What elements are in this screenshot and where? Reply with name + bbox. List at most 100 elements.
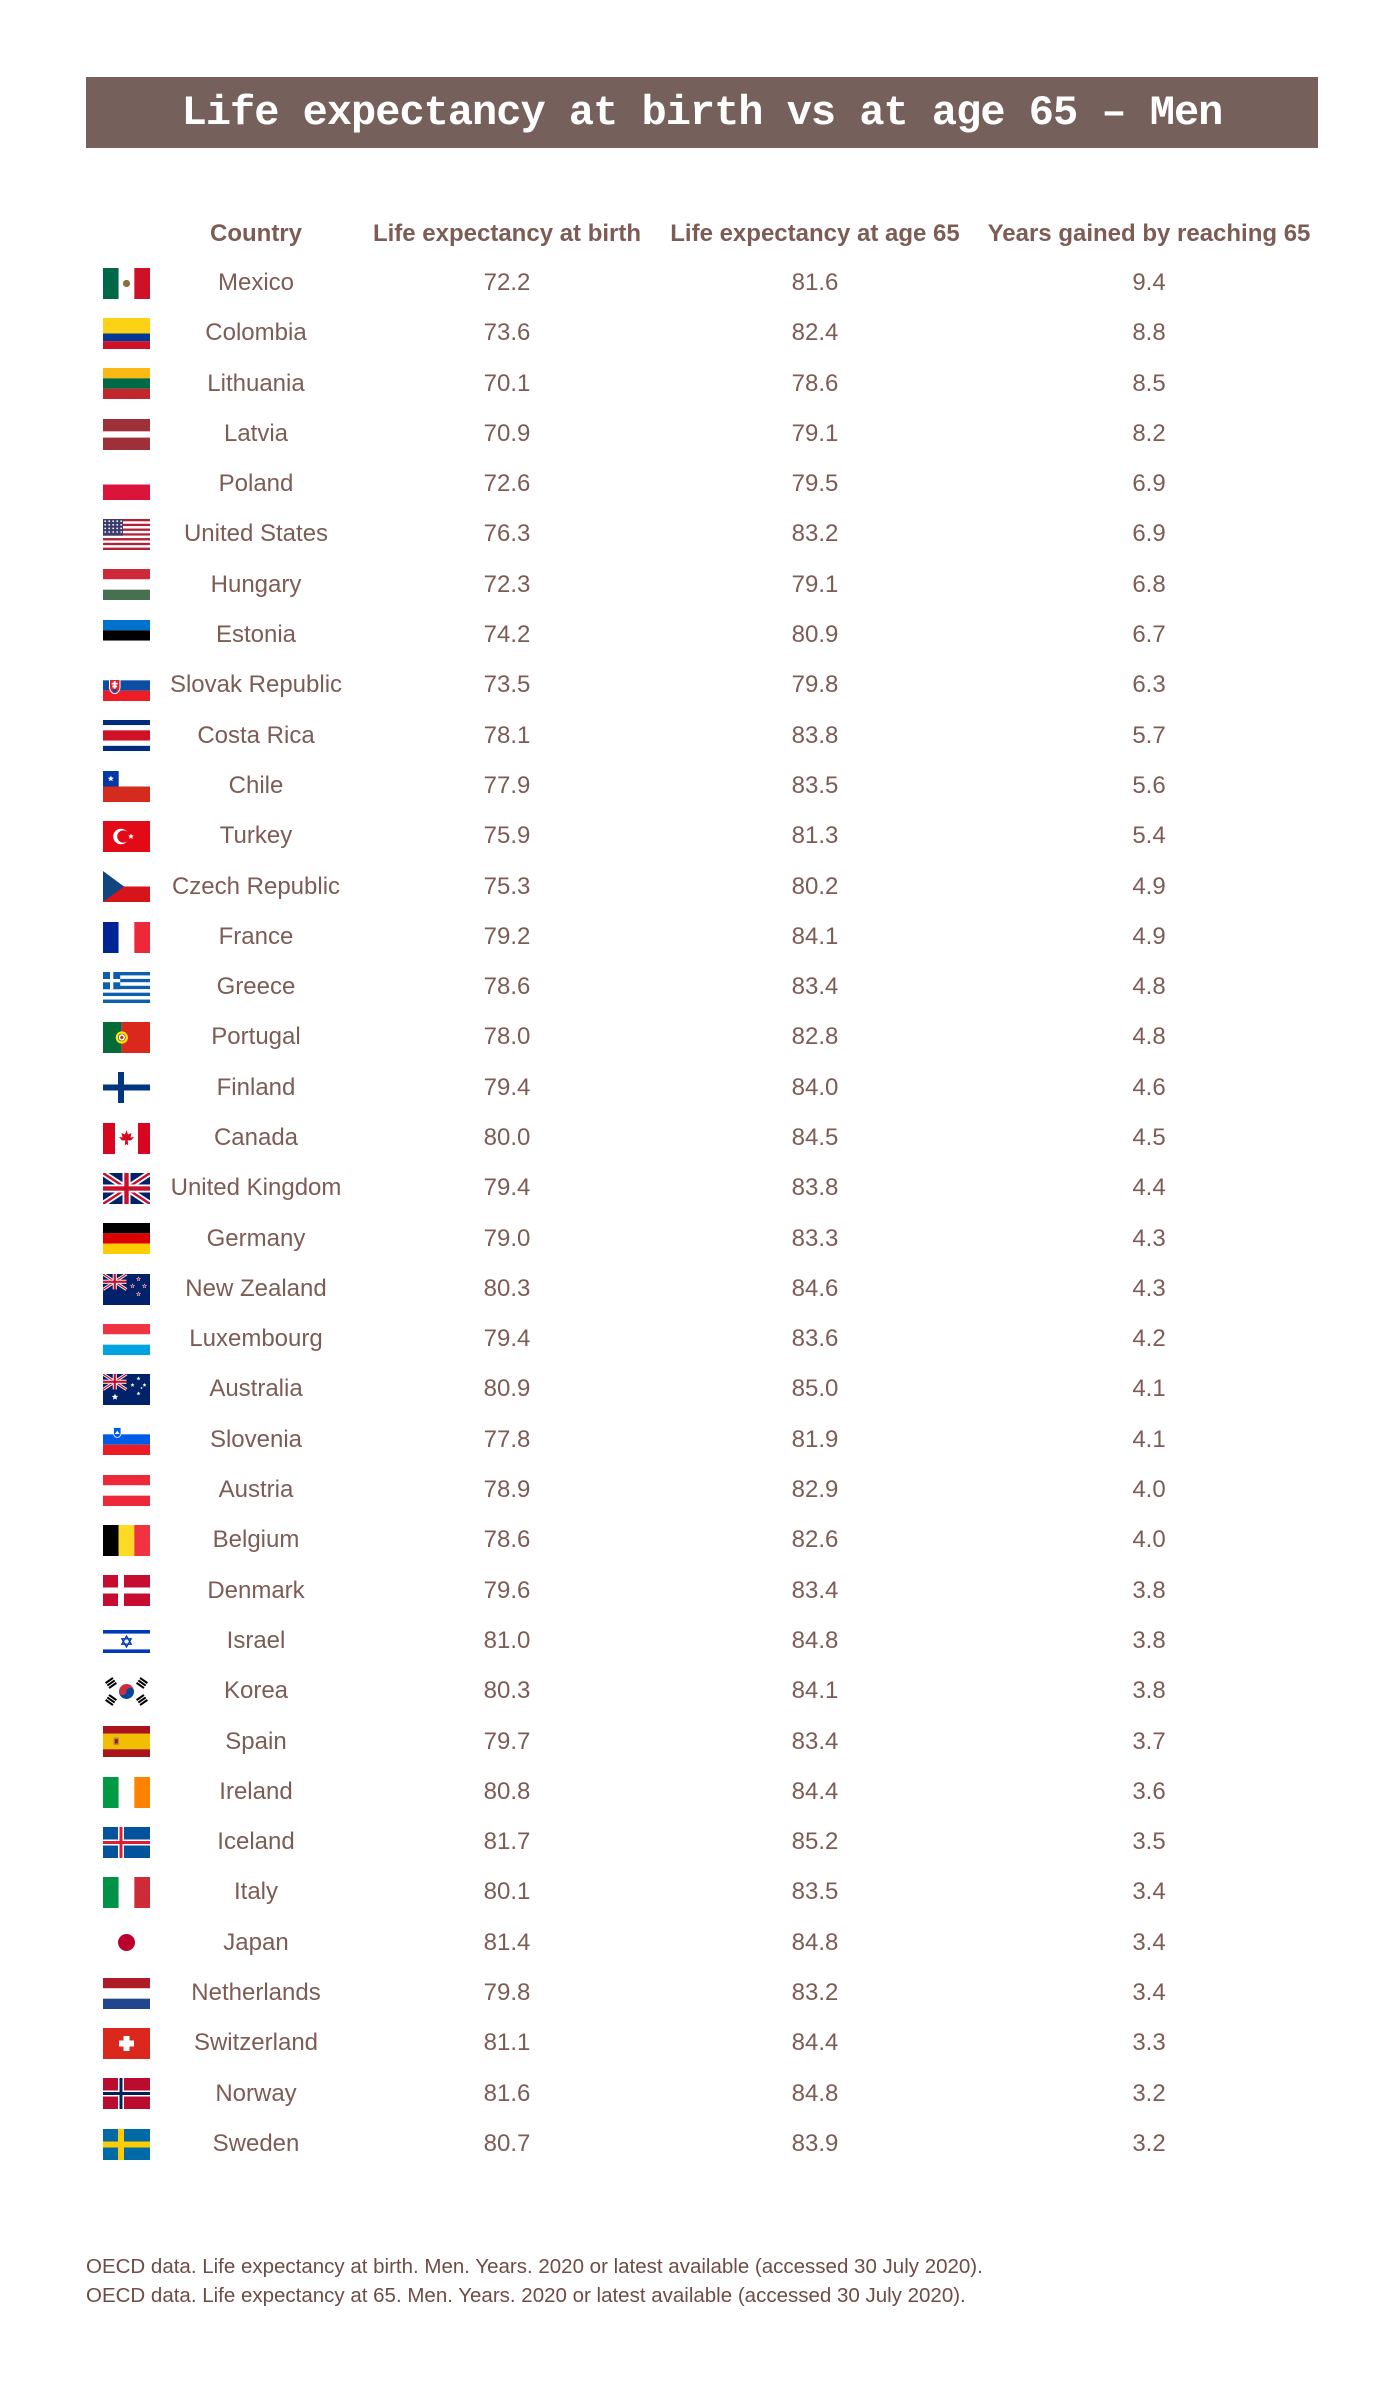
life-expectancy-birth-cell: 80.0 [483, 1124, 531, 1151]
years-gained-cell: 6.7 [1132, 621, 1166, 649]
years-gained-cell: 5.6 [1132, 771, 1166, 799]
country-name-cell: Czech Republic [171, 872, 341, 900]
years-gained-cell: 4.3 [1132, 1224, 1166, 1252]
years-gained-cell: 4.3 [1132, 1274, 1166, 1302]
country-flag-icon [103, 1323, 150, 1355]
country-flag-icon [103, 1022, 150, 1054]
table-row: Norway 81.6 84.8 3.2 [86, 2069, 1326, 2119]
country-flag-icon [103, 418, 150, 450]
country-name-cell: Sweden [212, 2129, 300, 2157]
table-row: Australia 80.9 85.0 4.1 [86, 1365, 1326, 1415]
table-row: Israel 81.0 84.8 3.8 [86, 1616, 1326, 1666]
life-expectancy-age65-cell: 84.8 [791, 2079, 839, 2107]
life-expectancy-age65-cell: 78.6 [791, 369, 839, 397]
years-gained-cell: 3.5 [1132, 1828, 1166, 1856]
life-expectancy-age65-cell: 79.1 [791, 570, 839, 598]
life-expectancy-birth-cell: 81.0 [483, 1626, 531, 1654]
table-body: Mexico 72.2 81.6 9.4 Colombia 73.6 82.4 … [86, 258, 1326, 2169]
country-name-cell: Hungary [210, 570, 302, 598]
life-expectancy-birth-cell: 79.7 [483, 1727, 531, 1755]
country-flag-icon [103, 2128, 150, 2160]
table-row: Lithuania 70.1 78.6 8.5 [86, 359, 1326, 409]
life-expectancy-age65-cell: 84.4 [791, 1777, 839, 1805]
life-expectancy-birth-cell: 79.4 [483, 1325, 531, 1353]
life-expectancy-age65-cell: 84.1 [791, 1677, 839, 1705]
country-flag-icon [103, 519, 150, 551]
years-gained-cell: 4.4 [1132, 1174, 1166, 1202]
years-gained-cell: 3.6 [1132, 1777, 1166, 1805]
country-name-cell: Denmark [207, 1576, 305, 1604]
table-row: Finland 79.4 84.0 4.6 [86, 1063, 1326, 1113]
table-row: Switzerland 81.1 84.4 3.3 [86, 2018, 1326, 2068]
life-expectancy-birth-cell: 70.1 [483, 369, 531, 397]
table-row: Mexico 72.2 81.6 9.4 [86, 258, 1326, 308]
life-expectancy-age65-cell: 83.8 [791, 1174, 839, 1202]
table-row: United Kingdom 79.4 83.8 4.4 [86, 1163, 1326, 1213]
country-flag-icon [103, 720, 150, 752]
country-flag-icon [103, 2078, 150, 2110]
life-expectancy-age65-cell: 81.3 [791, 822, 839, 850]
source-notes: OECD data. Life expectancy at birth. Men… [86, 2252, 983, 2310]
years-gained-cell: 5.4 [1132, 822, 1166, 850]
page-title: Life expectancy at birth vs at age 65 – … [181, 88, 1224, 137]
country-flag-icon [103, 871, 150, 903]
country-flag-icon [103, 1474, 150, 1506]
life-expectancy-table: Country Life expectancy at birth Life ex… [86, 210, 1326, 2169]
life-expectancy-age65-cell: 82.8 [791, 1023, 839, 1051]
country-flag-icon [103, 1223, 150, 1255]
years-gained-cell: 6.3 [1132, 671, 1166, 699]
life-expectancy-birth-cell: 72.6 [483, 470, 531, 498]
years-gained-cell: 8.5 [1132, 369, 1166, 397]
country-flag-icon [103, 317, 150, 349]
table-row: Sweden 80.7 83.9 3.2 [86, 2119, 1326, 2169]
years-gained-cell: 4.9 [1132, 922, 1166, 950]
table-row: Belgium 78.6 82.6 4.0 [86, 1515, 1326, 1565]
life-expectancy-age65-cell: 83.4 [791, 1576, 839, 1604]
country-flag-icon [103, 1273, 150, 1305]
life-expectancy-birth-cell: 77.8 [483, 1425, 531, 1453]
life-expectancy-birth-cell: 73.5 [483, 671, 531, 699]
years-gained-cell: 4.1 [1132, 1375, 1166, 1403]
country-name-cell: Japan [223, 1928, 289, 1956]
country-flag-icon [103, 267, 150, 299]
life-expectancy-age65-cell: 83.2 [791, 1979, 839, 2007]
country-name-cell: Canada [213, 1124, 299, 1151]
life-expectancy-birth-cell: 75.9 [483, 822, 531, 850]
country-name-cell: Germany [206, 1224, 306, 1252]
life-expectancy-birth-cell: 72.3 [483, 570, 531, 598]
life-expectancy-age65-cell: 79.5 [791, 470, 839, 498]
life-expectancy-birth-cell: 79.4 [483, 1174, 531, 1202]
country-name-cell: Ireland [219, 1777, 293, 1805]
years-gained-cell: 4.8 [1132, 1023, 1166, 1051]
table-header-row: Country Life expectancy at birth Life ex… [86, 210, 1326, 258]
life-expectancy-birth-cell: 80.1 [483, 1878, 531, 1906]
years-gained-cell: 3.4 [1132, 1928, 1166, 1956]
life-expectancy-birth-cell: 79.4 [483, 1073, 531, 1101]
life-expectancy-age65-cell: 83.2 [791, 520, 839, 548]
country-name-cell: Colombia [205, 319, 307, 347]
life-expectancy-age65-cell: 81.6 [791, 268, 839, 296]
life-expectancy-age65-cell: 82.9 [791, 1476, 839, 1504]
life-expectancy-birth-cell: 80.3 [483, 1677, 531, 1705]
years-gained-cell: 3.2 [1132, 2129, 1166, 2157]
table-row: France 79.2 84.1 4.9 [86, 912, 1326, 962]
years-gained-cell: 3.8 [1132, 1626, 1166, 1654]
country-name-cell: Portugal [211, 1023, 301, 1051]
life-expectancy-birth-cell: 81.4 [483, 1928, 531, 1956]
life-expectancy-age65-cell: 83.9 [791, 2129, 839, 2157]
life-expectancy-age65-cell: 85.0 [791, 1375, 839, 1403]
life-expectancy-age65-cell: 79.8 [791, 671, 839, 699]
country-name-cell: Costa Rica [197, 721, 315, 749]
country-name-cell: Latvia [223, 419, 289, 447]
country-flag-icon [103, 468, 150, 500]
table-row: Luxembourg 79.4 83.6 4.2 [86, 1314, 1326, 1364]
table-row: Costa Rica 78.1 83.8 5.7 [86, 711, 1326, 761]
country-flag-icon [103, 1424, 150, 1456]
country-name-cell: Estonia [215, 621, 297, 649]
column-header-country: Country [210, 219, 302, 247]
life-expectancy-birth-cell: 81.7 [483, 1828, 531, 1856]
life-expectancy-birth-cell: 81.6 [483, 2079, 531, 2107]
table-row: Slovak Republic 73.5 79.8 6.3 [86, 660, 1326, 710]
years-gained-cell: 4.5 [1132, 1124, 1166, 1151]
